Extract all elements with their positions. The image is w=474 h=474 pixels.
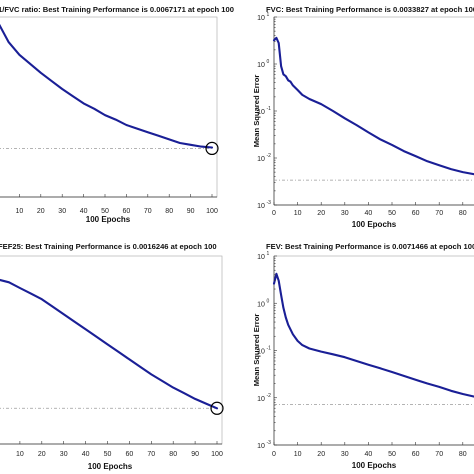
x-tick-label: 80 xyxy=(459,451,467,458)
x-tick-label: 30 xyxy=(58,208,66,215)
y-tick-exponent: -3 xyxy=(267,200,272,206)
x-tick-label: 80 xyxy=(459,210,467,217)
x-axis-label: 100 Epochs xyxy=(88,462,133,471)
x-axis-label: 100 Epochs xyxy=(86,215,131,224)
x-tick-label: 10 xyxy=(16,451,24,458)
x-axis-label: 100 Epochs xyxy=(352,461,397,470)
x-tick-label: 70 xyxy=(147,451,155,458)
x-tick-label: 20 xyxy=(37,208,45,215)
y-tick-exponent: -2 xyxy=(267,153,272,159)
y-tick-exponent: 1 xyxy=(267,12,270,18)
x-tick-label: 40 xyxy=(82,451,90,458)
x-tick-label: 90 xyxy=(191,451,199,458)
y-tick-label: 10 xyxy=(257,109,265,116)
x-tick-label: 30 xyxy=(341,451,349,458)
y-tick-label: 10 xyxy=(257,254,265,261)
chart-title: FEV: Best Training Performance is 0.0071… xyxy=(266,242,474,251)
x-tick-label: 0 xyxy=(272,210,276,217)
x-ticks: 0 10 20 30 40 50 60 70 80 xyxy=(272,442,467,458)
x-axis-label: 100 Epochs xyxy=(352,220,397,229)
y-tick-label: 10 xyxy=(257,156,265,163)
y-tick-exponent: -1 xyxy=(267,346,272,352)
x-tick-label: 90 xyxy=(187,208,195,215)
y-tick-label: 10 xyxy=(257,62,265,69)
y-axis-label: Mean Squared Error xyxy=(252,314,261,387)
chart-title: 1/FVC ratio: Best Training Performance i… xyxy=(0,5,234,14)
y-tick-label: 10 xyxy=(257,301,265,308)
y-tick-label: 10 xyxy=(257,349,265,356)
x-ticks: 0 10 20 30 40 50 60 70 80 xyxy=(272,202,467,217)
x-tick-label: 30 xyxy=(60,451,68,458)
plot-frame xyxy=(273,255,474,446)
x-tick-label: 100 xyxy=(206,208,218,215)
plot-frame xyxy=(0,16,218,198)
x-tick-label: 60 xyxy=(126,451,134,458)
x-tick-label: 60 xyxy=(123,208,131,215)
y-tick-label: 10 xyxy=(257,15,265,22)
x-tick-label: 40 xyxy=(80,208,88,215)
y-tick-exponent: -3 xyxy=(267,440,272,446)
x-tick-label: 70 xyxy=(144,208,152,215)
x-tick-label: 20 xyxy=(317,451,325,458)
x-tick-label: 50 xyxy=(388,210,396,217)
x-tick-label: 30 xyxy=(341,210,349,217)
x-tick-label: 20 xyxy=(317,210,325,217)
panel-fev: FEV: Best Training Performance is 0.0071… xyxy=(252,242,474,470)
training-curve xyxy=(0,278,219,410)
panel-fvc: FVC: Best Training Performance is 0.0033… xyxy=(252,5,474,229)
y-tick-label: 10 xyxy=(257,203,265,210)
x-tick-label: 100 xyxy=(211,451,223,458)
x-tick-label: 10 xyxy=(294,451,302,458)
x-tick-label: 60 xyxy=(412,451,420,458)
chart-title: FEF25: Best Training Performance is 0.00… xyxy=(0,242,217,251)
training-curve xyxy=(272,36,474,176)
x-tick-label: 0 xyxy=(272,451,276,458)
x-tick-label: 50 xyxy=(388,451,396,458)
x-tick-label: 80 xyxy=(165,208,173,215)
y-tick-exponent: 0 xyxy=(267,59,270,65)
y-tick-label: 10 xyxy=(257,396,265,403)
x-tick-label: 50 xyxy=(104,451,112,458)
x-tick-label: 70 xyxy=(435,210,443,217)
training-curve xyxy=(272,272,474,398)
x-tick-label: 80 xyxy=(169,451,177,458)
x-tick-label: 20 xyxy=(38,451,46,458)
y-tick-label: 10 xyxy=(257,443,265,450)
chart-title: FVC: Best Training Performance is 0.0033… xyxy=(266,5,474,14)
x-tick-label: 70 xyxy=(435,451,443,458)
panel-fef25: FEF25: Best Training Performance is 0.00… xyxy=(0,242,224,471)
y-tick-exponent: -2 xyxy=(267,393,272,399)
y-tick-exponent: -1 xyxy=(267,106,272,112)
x-tick-label: 10 xyxy=(16,208,24,215)
x-tick-label: 40 xyxy=(365,451,373,458)
x-tick-label: 10 xyxy=(294,210,302,217)
x-tick-label: 60 xyxy=(412,210,420,217)
x-tick-label: 50 xyxy=(101,208,109,215)
plot-frame xyxy=(273,16,474,206)
plot-frame xyxy=(0,255,223,445)
best-performance-marker xyxy=(210,401,224,415)
training-curve xyxy=(0,23,214,149)
best-performance-marker xyxy=(205,141,219,155)
y-tick-exponent: 0 xyxy=(267,298,270,304)
y-tick-exponent: 1 xyxy=(267,251,270,257)
panel-1fvc-ratio: 1/FVC ratio: Best Training Performance i… xyxy=(0,5,234,224)
x-tick-label: 40 xyxy=(365,210,373,217)
y-axis-label: Mean Squared Error xyxy=(252,75,261,148)
